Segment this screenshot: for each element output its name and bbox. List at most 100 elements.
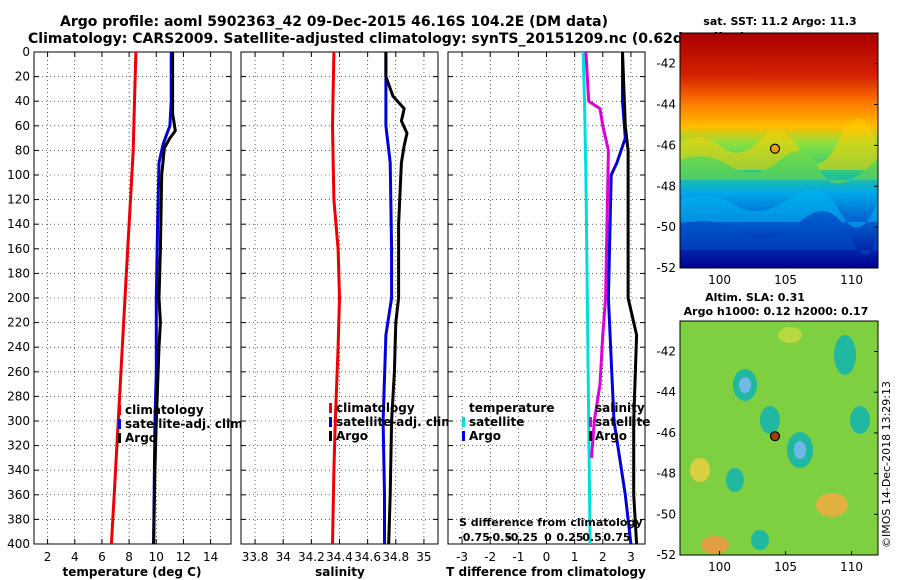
y-tick-label: 100 [7,168,30,182]
legend-label-argo: Argo [336,429,368,443]
sst-map-title: sat. SST: 11.2 Argo: 11.3 [703,15,856,28]
y-tick-label: 360 [7,488,30,502]
sst-map-frame [679,32,879,269]
s-tick-label: 0.75 [603,531,630,544]
s-difference-label: S difference from climatology [459,516,643,529]
x-tick-label: 34.2 [298,550,325,564]
difference-frame [447,51,646,545]
s-tick-label: 0 [544,531,552,544]
legend-swatch-t-argo [462,431,465,441]
y-tick-label: 400 [7,537,30,551]
y-tick-label: 240 [7,340,30,354]
y-tick-label: 200 [7,291,30,305]
sla-map-blobs [690,327,870,554]
sla-map-x-ticks: 100 105 110 [708,551,863,574]
x-tick-label: -3 [456,550,468,564]
legend-swatch-argo [329,431,332,441]
temperature-y-ticks: 0 20 40 60 80 100 120 140 160 180 200 220 240 260 280 3… [7,45,30,551]
map-x-tick-label: 105 [774,273,797,287]
sst-map-texture [680,118,878,255]
legend-swatch-satellite [118,419,121,429]
x-tick-label: 34.4 [326,550,353,564]
y-tick-label: 140 [7,217,30,231]
temperature-legend: climatology satellite-adj. clim. Argo [118,403,247,445]
salinity-lines [331,52,409,544]
y-tick-label: 40 [15,94,30,108]
map-y-tick-label: -42 [656,57,676,71]
map-y-tick-label: -52 [656,548,676,562]
x-tick-label: -1 [512,550,524,564]
y-tick-label: 0 [22,45,30,59]
legend-swatch-s-argo [589,431,592,441]
sla-map-title: Altim. SLA: 0.31 [705,291,805,304]
series-line-argo [152,52,177,544]
x-tick-label: 35 [416,550,431,564]
series-line-t-satellite [581,52,592,544]
legend-label-argo: Argo [125,431,157,445]
map-x-tick-label: 110 [840,273,863,287]
salinity-x-ticks: 33.8 34 34.2 34.4 34.6 34.8 35 [242,550,432,564]
x-tick-label: 2 [44,550,52,564]
x-tick-label: -2 [484,550,496,564]
temperature-xlabel: temperature (deg C) [63,565,202,579]
temperature-x-ticks: 2 4 6 8 10 12 14 [44,550,218,564]
s-difference-tick-labels: -0.75-0.5-0.25 0 0.250.5 0.75 [458,531,630,544]
x-tick-label: 3 [627,550,635,564]
x-tick-label: 12 [176,550,191,564]
map-y-tick-label: -48 [656,179,676,193]
difference-x-ticks: -3 -2 -1 0 1 2 3 [456,550,635,564]
map-y-tick-label: -50 [656,507,676,521]
salinity-panel: 33.8 34 34.2 34.4 34.6 34.8 35 salinity climat… [240,51,458,579]
map-y-tick-label: -50 [656,220,676,234]
title-line-1: Argo profile: aoml 5902363_42 09-Dec-201… [60,14,608,30]
y-tick-label: 60 [15,119,30,133]
legend-label-climatology: climatology [336,401,415,415]
x-tick-label: 34.8 [382,550,409,564]
sst-argo-location-marker [769,143,781,154]
map-x-tick-label: 110 [840,560,863,574]
salinity-xlabel: salinity [315,565,365,579]
s-tick-label: -0.75 [458,531,490,544]
legend-label-t-argo: Argo [469,429,501,443]
difference-lines [581,52,639,544]
series-line-climatology [331,52,341,544]
legend-label-s-satellite: satellite [595,415,650,429]
sst-map-y-ticks: -42 -44 -46 -48 -50 -52 [656,57,878,275]
legend-swatch-satellite [329,417,332,427]
s-tick-label: 0.25 [556,531,583,544]
map-y-tick-label: -46 [656,138,676,152]
x-tick-label: 34.6 [354,550,381,564]
map-x-tick-label: 105 [774,560,797,574]
legend-swatch-s-satellite [589,417,592,427]
map-y-tick-label: -44 [656,385,676,399]
y-tick-label: 160 [7,242,30,256]
sst-map-panel: sat. SST: 11.2 Argo: 11.3 -42 -44 -46 -48 -5… [656,15,879,287]
y-tick-label: 20 [15,70,30,84]
map-x-tick-label: 100 [708,560,731,574]
sla-map-frame [679,320,879,556]
y-tick-label: 120 [7,193,30,207]
y-tick-label: 80 [15,143,30,157]
legend-label-satellite: satellite-adj. clim. [336,415,458,429]
y-tick-label: 340 [7,463,30,477]
legend-swatch-t-satellite [462,417,465,427]
difference-legend-left: temperature satellite Argo [462,401,554,443]
map-x-tick-label: 100 [708,273,731,287]
s-tick-label: -0.25 [506,531,538,544]
map-y-tick-label: -48 [656,467,676,481]
x-tick-label: 2 [599,550,607,564]
x-tick-label: 6 [98,550,106,564]
series-line-s-satellite [584,52,610,459]
s-tick-label: 0.5 [582,531,602,544]
legend-swatch-argo [118,433,121,443]
title-line-2: Climatology: CARS2009. Satellite-adjuste… [28,31,746,47]
temperature-grid [34,51,231,545]
series-line-s-argo [621,52,639,544]
legend-label-climatology: climatology [125,403,204,417]
salinity-grid [241,51,438,545]
sla-map-subtitle: Argo h1000: 0.12 h2000: 0.17 [684,305,869,318]
legend-label-temperature: temperature [469,401,554,415]
s-tick-label: -0.5 [488,531,512,544]
temperature-panel: 0 20 40 60 80 100 120 140 160 180 200 220 240 260 280 3… [7,45,247,579]
